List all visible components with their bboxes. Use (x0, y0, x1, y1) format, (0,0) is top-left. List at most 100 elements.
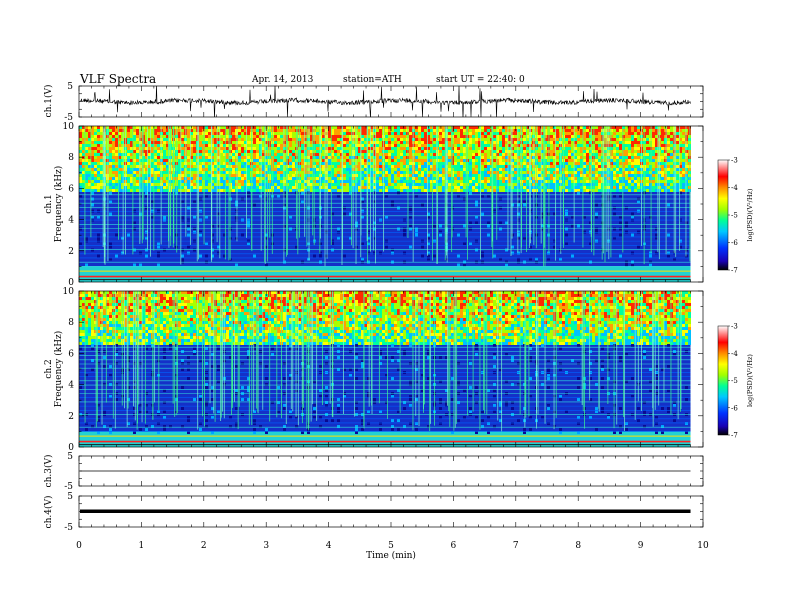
ch1-spectrogram-cell (85, 147, 88, 150)
ch1-spectrogram-cell (166, 189, 169, 192)
ch1-spectrogram-cell (508, 147, 511, 150)
ch1-spectrogram-cell (571, 153, 574, 156)
ch1-spectrogram-cell (340, 168, 343, 171)
ch1-spectrogram-cell (631, 165, 634, 168)
ch1-spectrogram-cell (406, 132, 409, 135)
ch1-spectrogram-cell (541, 126, 544, 129)
ch1-spectrogram-cell (580, 186, 583, 189)
ch1-spectrogram-cell (133, 171, 136, 174)
ch1-spectrogram-cell (304, 168, 307, 171)
ch1-spectrogram-cell (91, 171, 94, 174)
ch1-spectrogram-cell (409, 189, 412, 192)
ch1-spectrogram-cell (343, 147, 346, 150)
ch1-spectrogram-cell (415, 153, 418, 156)
ch1-spectrogram-cell (487, 221, 490, 225)
ch1-spectrogram-cell (385, 150, 388, 153)
ch1-spectrogram-cell (568, 156, 571, 159)
ch1-spectrogram-cell (514, 162, 517, 165)
ch1-spectrogram-cell (289, 141, 292, 144)
ch1-spectrogram-cell (517, 159, 520, 162)
ch1-spectrogram-cell (496, 183, 499, 186)
ch1-spectrogram-cell (550, 189, 553, 192)
ch1-spectrogram-cell (343, 189, 346, 192)
ch1-spectrogram-cell (109, 141, 112, 144)
ch1-spectrogram-cell (655, 186, 658, 189)
ch1-spectrogram-cell (619, 138, 622, 141)
ch1-spectrogram-cell (409, 159, 412, 162)
ch1-spectrogram-cell (661, 180, 664, 183)
ch1-spectrogram-cell (145, 236, 148, 240)
ch1-spectrogram-cell (622, 171, 625, 174)
ch1-spectrogram-cell (547, 186, 550, 189)
ch1-spectrogram-cell (166, 132, 169, 135)
ch1-spectrogram-cell (331, 159, 334, 162)
ch1-spectrogram-cell (238, 171, 241, 174)
ch1-spectrogram-cell (373, 180, 376, 183)
ch1-spectrogram-cell (580, 159, 583, 162)
ch1-spectrogram-cell (583, 183, 586, 186)
ch1-spectrogram-cell (181, 147, 184, 150)
ch1-spectrogram-cell (505, 159, 508, 162)
ch1-spectrogram-cell (223, 183, 226, 186)
ch1-spectrogram-cell (247, 183, 250, 186)
ch1-spectrogram-cell (430, 162, 433, 165)
ch1-spectrogram-cell (418, 132, 421, 135)
ch1-spectrogram-cell (538, 159, 541, 162)
ch1-spectrogram-cell (688, 135, 691, 138)
ch1-spectrogram-cell (460, 180, 463, 183)
ch1-spectrogram-cell (418, 129, 421, 132)
ch1-spectrogram-cell (442, 156, 445, 159)
ch1-spectrogram-cell (553, 144, 556, 147)
ch1-spectrogram-cell (301, 129, 304, 132)
ch1-spectrogram-cell (388, 126, 391, 129)
ch1-spectrogram-cell (484, 189, 487, 192)
ch1-spectrogram-cell (595, 150, 598, 153)
ch1-spectrogram-cell (541, 156, 544, 159)
ch1-spectrogram-cell (400, 189, 403, 192)
station-label: station=ATH (343, 75, 402, 85)
ch1-spectrogram-cell (373, 150, 376, 153)
ch1-spectrogram-cell (139, 194, 142, 198)
ch1-spectrogram-cell (109, 212, 112, 216)
ch1-spectrogram-cell (427, 159, 430, 162)
ch1-spectrogram-cell (130, 153, 133, 156)
ch1-spectrogram-cell (454, 150, 457, 153)
ch1-spectrogram-cell (340, 171, 343, 174)
ch1-spectrogram-cell (100, 165, 103, 168)
ch1-spectrogram-cell (613, 206, 616, 210)
ch1-spectrogram-cell (166, 147, 169, 150)
ch1-spectrogram-cell (496, 168, 499, 171)
ch1-spectrogram-cell (508, 180, 511, 183)
ch1-spectrogram-cell (487, 224, 490, 228)
ch1-spectrogram-cell (385, 194, 388, 198)
ch1-spectrogram-cell (145, 168, 148, 171)
ch1-spectrogram-cell (469, 171, 472, 174)
ch1-spectrogram-cell (418, 177, 421, 180)
ch1-spectrogram-cell (367, 126, 370, 129)
ch1-spectrogram-cell (667, 135, 670, 138)
ch1-spectrogram-cell (556, 147, 559, 150)
ch1-spectrogram-cell (190, 138, 193, 141)
ch1-spectrogram-cell (523, 153, 526, 156)
ch1-spectrogram-cell (544, 180, 547, 183)
ch1-spectrogram-cell (682, 186, 685, 189)
ch1-spectrogram-cell (598, 177, 601, 180)
ch1-spectrogram-cell (457, 183, 460, 186)
ch1-spectrogram-cell (427, 150, 430, 153)
ch1-spectrogram-cell (649, 129, 652, 132)
ch1-spectrogram-cell (289, 215, 292, 219)
ch1-spectrogram-cell (646, 129, 649, 132)
ch1-spectrogram-cell (457, 138, 460, 141)
ch1-spectrogram-cell (667, 150, 670, 153)
ch1-spectrogram-cell (475, 171, 478, 174)
ch1-spectrogram-cell (190, 144, 193, 147)
ch1-spectrogram-cell (676, 165, 679, 168)
ch1-spectrogram-cell (109, 180, 112, 183)
ch1-spectrogram-cell (253, 177, 256, 180)
ch1-spectrogram-cell (247, 156, 250, 159)
ch1-spectrogram-cell (154, 171, 157, 174)
ch1-spectrogram-cell (433, 177, 436, 180)
ch1-spectrogram-cell (439, 177, 442, 180)
ch1-spectrogram-cell (442, 129, 445, 132)
ch1-spectrogram-cell (415, 138, 418, 141)
